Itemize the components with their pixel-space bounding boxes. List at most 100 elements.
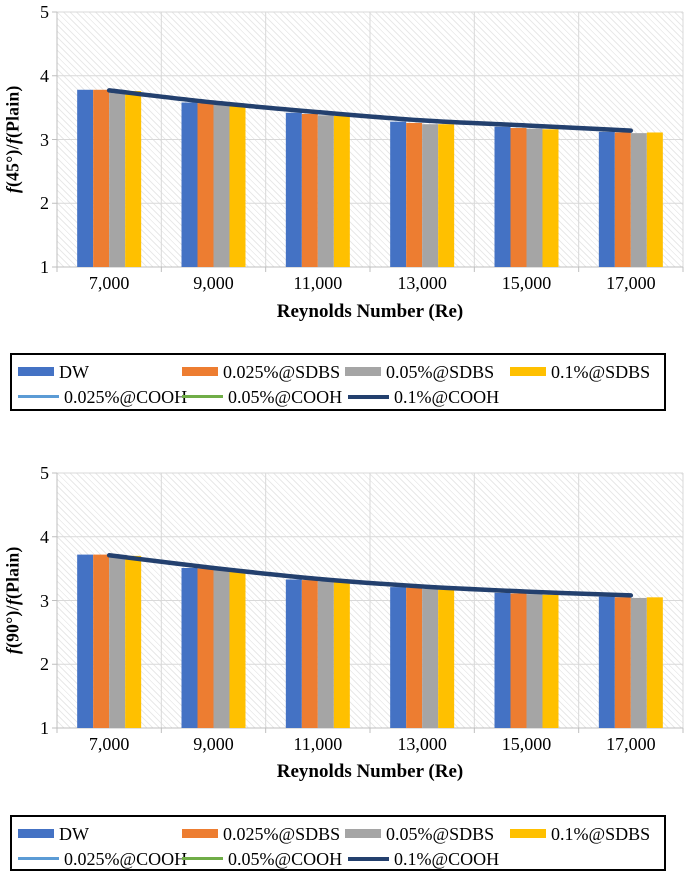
y-tick-label: 3 bbox=[40, 129, 49, 150]
legend-row: DW 0.025%@SDBS 0.05%@SDBS 0.1%@SDBS bbox=[12, 821, 664, 846]
chart-canvas-f90 bbox=[52, 472, 684, 733]
bar-swatch-DW bbox=[18, 829, 54, 838]
bar-0.025%@SDBS-17,000 bbox=[614, 597, 631, 728]
legend-item-0.025%@COOH: 0.025%@COOH bbox=[18, 384, 187, 409]
axis-title-segment: (45°)/ bbox=[2, 144, 23, 188]
x-tick-label: 7,000 bbox=[88, 734, 130, 754]
legend-item-0.1%@SDBS: 0.1%@SDBS bbox=[510, 821, 650, 846]
bar-DW-7,000 bbox=[77, 89, 94, 268]
bar-0.1%@SDBS-11,000 bbox=[333, 582, 350, 728]
x-axis-ticks-f45: 7,000 9,000 11,000 13,000 15,000 17,000 bbox=[57, 273, 683, 297]
bar-0.1%@SDBS-11,000 bbox=[333, 115, 350, 267]
legend-label: 0.05%@COOH bbox=[228, 386, 343, 407]
bar-DW-17,000 bbox=[598, 131, 615, 267]
legend-item-0.1%@SDBS: 0.1%@SDBS bbox=[510, 359, 650, 384]
x-tick-label: 11,000 bbox=[293, 734, 343, 754]
y-tick-label: 2 bbox=[40, 654, 49, 675]
bar-0.025%@SDBS-9,000 bbox=[197, 103, 214, 267]
bar-DW-13,000 bbox=[390, 121, 407, 268]
legend-box-f90: DW 0.025%@SDBS 0.05%@SDBS 0.1%@SDBS 0.025%@C… bbox=[10, 815, 666, 871]
bar-0.1%@SDBS-9,000 bbox=[229, 103, 246, 267]
legend-item-0.05%@COOH: 0.05%@COOH bbox=[182, 384, 342, 409]
bar-DW-11,000 bbox=[285, 579, 302, 728]
x-tick-label: 15,000 bbox=[501, 273, 552, 293]
y-tick-label: 1 bbox=[40, 718, 49, 738]
line-swatch-0.05%@COOH bbox=[182, 395, 223, 398]
x-tick-label: 9,000 bbox=[193, 734, 234, 754]
bar-0.05%@SDBS-13,000 bbox=[422, 589, 439, 728]
x-tick-label: 15,000 bbox=[501, 734, 552, 754]
legend-label: 0.1%@SDBS bbox=[551, 361, 651, 382]
bar-0.1%@SDBS-7,000 bbox=[125, 555, 142, 728]
plot-area-f90 bbox=[52, 472, 684, 733]
legend-label: DW bbox=[59, 823, 89, 844]
bar-0.1%@SDBS-7,000 bbox=[125, 91, 142, 267]
bar-swatch-DW bbox=[18, 367, 54, 376]
legend-item-0.1%@COOH: 0.1%@COOH bbox=[348, 384, 499, 409]
legend-label: 0.025%@COOH bbox=[64, 848, 188, 869]
line-swatch-0.05%@COOH bbox=[182, 857, 223, 860]
x-tick-label: 9,000 bbox=[193, 273, 234, 293]
legend-label: 0.05%@SDBS bbox=[386, 823, 495, 844]
x-tick-label: 13,000 bbox=[397, 734, 447, 754]
bar-0.05%@SDBS-7,000 bbox=[109, 90, 126, 267]
bar-swatch-0.1%@SDBS bbox=[510, 829, 546, 838]
bar-0.025%@SDBS-13,000 bbox=[406, 587, 423, 728]
bar-0.025%@SDBS-9,000 bbox=[197, 568, 214, 728]
y-tick-label: 4 bbox=[40, 65, 49, 86]
bar-0.025%@SDBS-11,000 bbox=[301, 580, 318, 728]
bar-DW-17,000 bbox=[598, 596, 615, 728]
bar-0.1%@SDBS-15,000 bbox=[542, 129, 559, 267]
bar-DW-15,000 bbox=[494, 126, 511, 267]
bar-swatch-0.05%@SDBS bbox=[345, 829, 381, 838]
line-swatch-0.025%@COOH bbox=[18, 395, 59, 398]
bar-0.05%@SDBS-17,000 bbox=[630, 597, 647, 728]
plot-area-f45 bbox=[52, 11, 684, 272]
y-axis-ticks-f45: 1 2 3 4 5 bbox=[26, 3, 52, 276]
bar-0.05%@SDBS-11,000 bbox=[317, 581, 334, 728]
x-axis-ticks-f90: 7,000 9,000 11,000 13,000 15,000 17,000 bbox=[57, 734, 683, 758]
axis-title-segment: (90°)/ bbox=[2, 605, 23, 649]
legend-item-0.05%@SDBS: 0.05%@SDBS bbox=[345, 359, 494, 384]
bar-0.1%@SDBS-15,000 bbox=[542, 594, 559, 728]
bar-0.025%@SDBS-15,000 bbox=[510, 128, 527, 267]
y-tick-label: 4 bbox=[40, 526, 49, 547]
y-tick-label: 2 bbox=[40, 193, 49, 214]
legend-label: 0.025%@SDBS bbox=[223, 361, 341, 382]
y-axis-ticks-f90: 1 2 3 4 5 bbox=[26, 464, 52, 737]
axis-title-segment: f bbox=[2, 599, 23, 606]
bar-DW-7,000 bbox=[77, 554, 94, 728]
axis-title-segment: f bbox=[2, 648, 23, 655]
y-tick-label: 5 bbox=[40, 463, 49, 483]
bar-0.1%@SDBS-17,000 bbox=[646, 132, 663, 267]
bar-DW-9,000 bbox=[181, 102, 198, 268]
legend-item-0.025%@SDBS: 0.025%@SDBS bbox=[182, 359, 340, 384]
x-tick-label: 13,000 bbox=[397, 273, 447, 293]
bar-0.05%@SDBS-15,000 bbox=[526, 594, 543, 728]
axis-title-segment: f bbox=[2, 187, 23, 194]
bar-0.025%@SDBS-17,000 bbox=[614, 132, 631, 267]
legend-row: DW 0.025%@SDBS 0.05%@SDBS 0.1%@SDBS bbox=[12, 359, 664, 384]
line-swatch-0.1%@COOH bbox=[348, 394, 389, 399]
bar-swatch-0.025%@SDBS bbox=[182, 829, 218, 838]
bar-0.025%@SDBS-15,000 bbox=[510, 593, 527, 728]
trend-line-0.1%@COOH bbox=[106, 552, 634, 598]
bar-DW-15,000 bbox=[494, 592, 511, 728]
legend-item-DW: DW bbox=[18, 359, 89, 384]
bar-swatch-0.05%@SDBS bbox=[345, 367, 381, 376]
bar-0.05%@SDBS-9,000 bbox=[213, 104, 230, 267]
y-axis-title-f45: f (45°)/f (Plain) bbox=[0, 12, 26, 267]
legend-label: 0.1%@COOH bbox=[394, 848, 500, 869]
bar-0.1%@SDBS-17,000 bbox=[646, 597, 663, 728]
legend-row: 0.025%@COOH 0.05%@COOH 0.1%@COOH bbox=[12, 384, 664, 409]
line-swatch-0.025%@COOH bbox=[18, 857, 59, 860]
bar-0.025%@SDBS-11,000 bbox=[301, 114, 318, 267]
legend-label: 0.025%@SDBS bbox=[223, 823, 341, 844]
legend-item-0.025%@COOH: 0.025%@COOH bbox=[18, 846, 187, 871]
bar-0.05%@SDBS-11,000 bbox=[317, 115, 334, 268]
legend-label: 0.1%@COOH bbox=[394, 386, 500, 407]
axis-title-segment: (Plain) bbox=[2, 85, 23, 139]
bar-0.05%@SDBS-7,000 bbox=[109, 555, 126, 728]
legend-label: 0.05%@COOH bbox=[228, 848, 343, 869]
